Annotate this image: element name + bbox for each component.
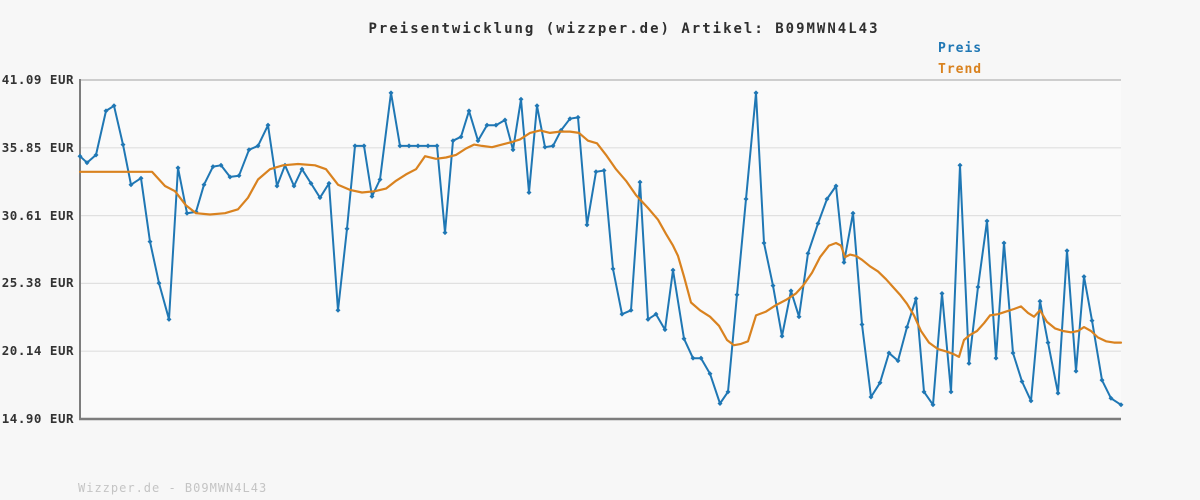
y-tick-label: 14.90 EUR <box>1 411 74 426</box>
y-tick-label: 20.14 EUR <box>1 343 74 359</box>
chart-legend: Preis Trend <box>938 38 982 80</box>
y-tick-label: 41.09 EUR <box>1 72 74 87</box>
y-tick-label: 25.38 EUR <box>1 275 74 291</box>
y-tick-label: 35.85 EUR <box>1 139 74 155</box>
y-tick-label: 30.61 EUR <box>1 207 74 223</box>
y-axis-labels: 41.09 EUR 35.85 EUR 30.61 EUR 25.38 EUR 20.1… <box>0 0 74 500</box>
page-title: Preisentwicklung (wizzper.de) Artikel: B… <box>368 21 880 37</box>
legend-trend: Trend <box>938 62 983 77</box>
watermark-text: Wizzper.de - B09MWN4L43 <box>78 481 268 495</box>
legend-preis: Preis <box>938 41 983 56</box>
